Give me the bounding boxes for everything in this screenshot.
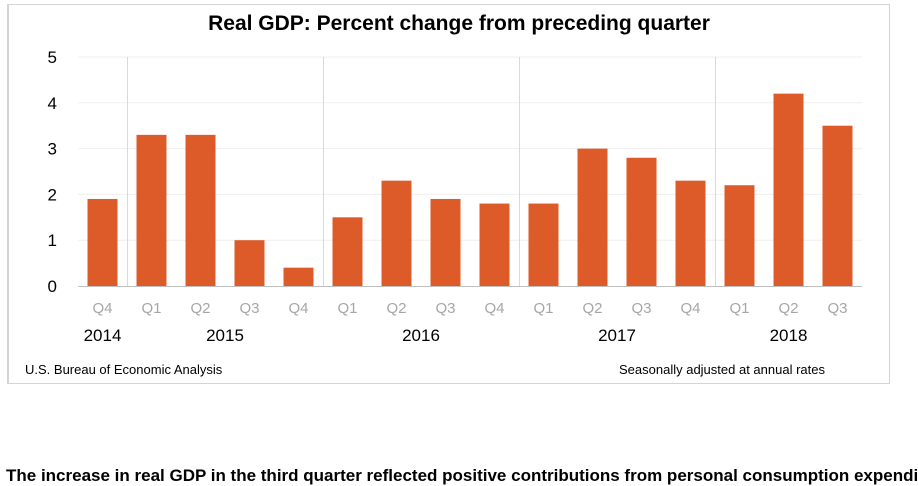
- bar: [332, 217, 363, 286]
- bar: [185, 134, 216, 286]
- x-tick-label: Q1: [141, 300, 161, 317]
- bar: [87, 198, 118, 286]
- x-tick-label: Q1: [729, 300, 749, 317]
- year-label: 2015: [206, 326, 244, 345]
- x-tick-label: Q4: [484, 300, 504, 317]
- bar: [577, 148, 608, 286]
- x-tick-label: Q4: [288, 300, 308, 317]
- bar: [528, 203, 559, 286]
- y-tick-label: 2: [48, 185, 57, 204]
- chart-title: Real GDP: Percent change from preceding …: [208, 12, 710, 35]
- year-label: 2018: [770, 326, 808, 345]
- bar: [626, 157, 657, 286]
- bar: [234, 240, 265, 286]
- bar: [724, 185, 755, 286]
- bar: [822, 125, 853, 286]
- year-label: 2014: [84, 326, 122, 345]
- year-label: 2017: [598, 326, 636, 345]
- bar: [675, 180, 706, 286]
- y-tick-label: 1: [48, 231, 57, 250]
- y-tick-label: 0: [48, 277, 57, 296]
- y-tick-label: 3: [48, 140, 57, 159]
- x-tick-label: Q3: [631, 300, 651, 317]
- bar: [136, 134, 167, 286]
- x-tick-label: Q4: [92, 300, 112, 317]
- body-text: The increase in real GDP in the third qu…: [6, 466, 918, 485]
- x-tick-label: Q1: [533, 300, 553, 317]
- x-tick-label: Q1: [337, 300, 357, 317]
- x-tick-label: Q2: [386, 300, 406, 317]
- bar: [773, 93, 804, 286]
- bar: [479, 203, 510, 286]
- note-label: Seasonally adjusted at annual rates: [619, 362, 825, 377]
- year-label: 2016: [402, 326, 440, 345]
- x-tick-label: Q3: [435, 300, 455, 317]
- source-label: U.S. Bureau of Economic Analysis: [25, 362, 223, 377]
- y-tick-label: 5: [48, 48, 57, 67]
- bar: [430, 198, 461, 286]
- x-tick-label: Q4: [680, 300, 700, 317]
- x-tick-label: Q2: [190, 300, 210, 317]
- x-tick-label: Q2: [582, 300, 602, 317]
- bar: [381, 180, 412, 286]
- y-tick-label: 4: [48, 94, 57, 113]
- x-tick-label: Q2: [778, 300, 798, 317]
- x-tick-label: Q3: [827, 300, 847, 317]
- bar: [283, 267, 314, 286]
- x-tick-label: Q3: [239, 300, 259, 317]
